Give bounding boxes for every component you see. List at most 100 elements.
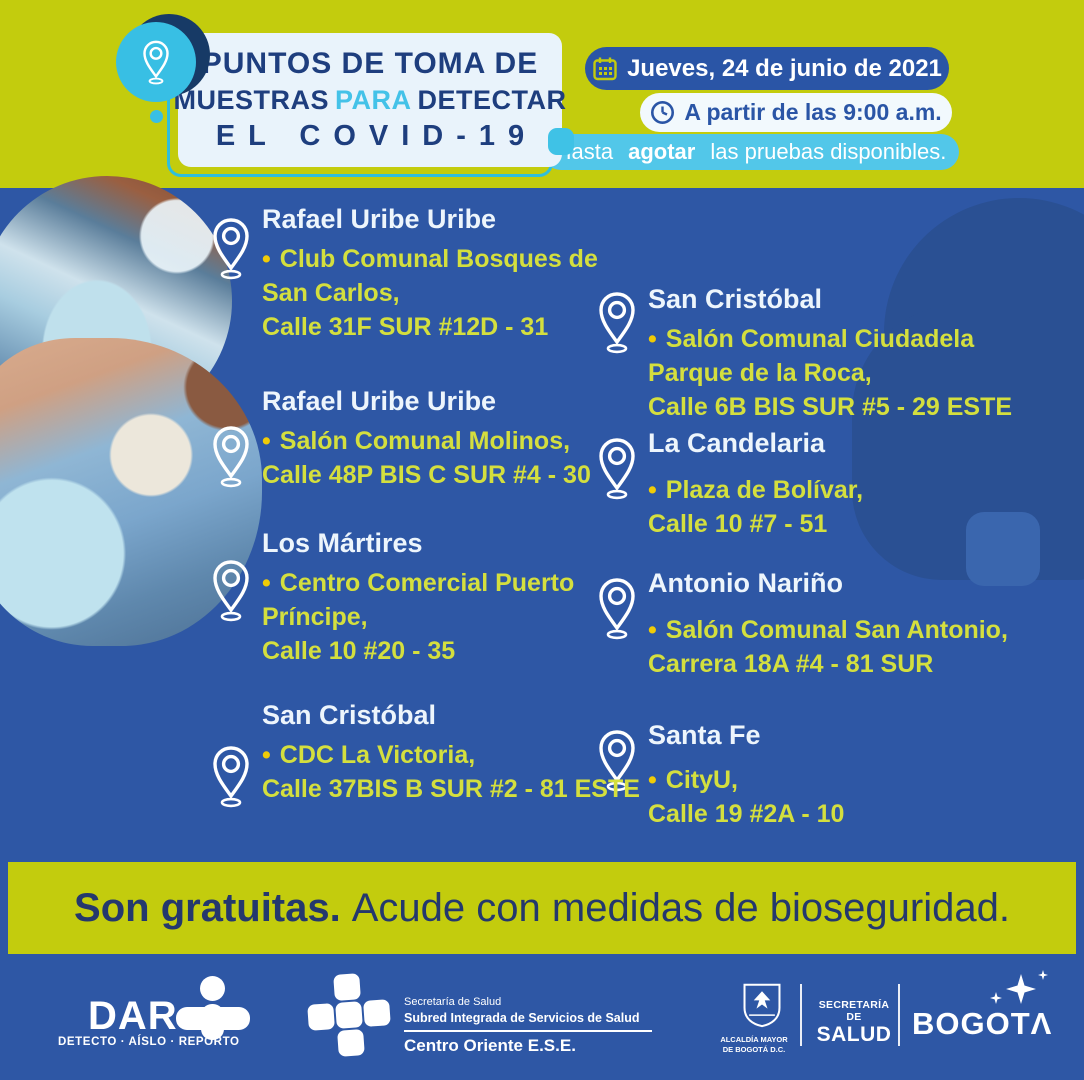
location-pin-icon — [116, 22, 196, 102]
time-badge: A partir de las 9:00 a.m. — [640, 93, 952, 132]
location-pin-icon — [208, 424, 254, 488]
secretaria-line1: SECRETARÍA DE — [818, 999, 890, 1023]
location-entry: San Cristóbal • Salón Comunal Ciudadela P… — [648, 284, 1012, 424]
bullet: • — [262, 427, 271, 455]
poster-title: PUNTOS DE TOMA DE MUESTRAS PARA DETECTAR E… — [173, 33, 566, 167]
background-blob — [966, 512, 1040, 586]
venue-line-2: San Carlos, — [262, 279, 400, 307]
location-entry: La Candelaria • Plaza de Bolívar, Calle 1… — [648, 428, 863, 541]
cross-square — [337, 1029, 365, 1057]
locality-name: San Cristóbal — [648, 284, 823, 314]
location-pin-icon — [208, 216, 254, 280]
venue-line: • Club Comunal Bosques de — [262, 242, 598, 276]
dar-icon-head — [200, 976, 225, 1001]
venue-line: • CDC La Victoria, — [262, 738, 640, 772]
location-entry: Rafael Uribe Uribe • Club Comunal Bosques… — [262, 204, 598, 344]
title-line-2: MUESTRAS PARA DETECTAR — [173, 83, 566, 118]
location-pin-icon — [594, 436, 640, 500]
address-line: Calle 10 #7 - 51 — [648, 510, 828, 538]
footer-divider — [800, 984, 802, 1046]
clock-icon — [651, 101, 675, 124]
cross-square — [333, 973, 361, 1001]
location-pin-icon — [208, 558, 254, 622]
date-badge: Jueves, 24 de junio de 2021 — [585, 47, 949, 90]
venue-line: • CityU, — [648, 763, 844, 797]
location-entry: Antonio Nariño • Salón Comunal San Antoni… — [648, 568, 1008, 681]
address-line: Carrera 18A #4 - 81 SUR — [648, 650, 934, 678]
bullet: • — [262, 245, 271, 273]
location-pin-icon — [594, 576, 640, 640]
cross-square — [335, 1001, 363, 1029]
locality-name: Antonio Nariño — [648, 568, 843, 598]
subred-line1: Secretaría de Salud — [404, 996, 502, 1008]
dar-wordmark: DAR — [88, 994, 178, 1038]
location-entry: Rafael Uribe Uribe • Salón Comunal Molino… — [262, 386, 591, 492]
location-pin-icon — [208, 744, 254, 808]
bogota-logo: BOGOTΛ — [912, 1000, 1072, 1060]
alcaldia-label-line1: ALCALDÍA MAYOR — [720, 1035, 788, 1044]
dar-icon-hbar — [176, 1007, 250, 1030]
dar-logo: DAR DETECTO · AÍSLO · REPORTO — [58, 976, 273, 1060]
locality-name: Rafael Uribe Uribe — [262, 204, 497, 234]
availability-bold: agotar — [628, 139, 696, 164]
free-tests-banner: Son gratuitas. Acude con medidas de bios… — [8, 862, 1076, 954]
bullet: • — [648, 476, 657, 504]
bullet: • — [648, 616, 657, 644]
header-pin-badge — [116, 14, 216, 130]
subred-logo: Secretaría de Salud Subred Integrada de … — [305, 971, 652, 1062]
dar-cross-icon — [170, 976, 256, 1040]
venue-text: Salón Comunal Molinos, — [279, 427, 571, 455]
location-entry: San Cristóbal • CDC La Victoria, Calle 37… — [262, 700, 640, 806]
venue-text: Centro Comercial Puerto — [279, 569, 575, 597]
photo-nasal-swab-test — [0, 338, 262, 646]
venue-line: • Plaza de Bolívar, — [648, 473, 863, 507]
location-pin-icon — [594, 290, 640, 354]
sparkle-star-icon — [1006, 974, 1036, 1004]
cross-square — [363, 999, 391, 1027]
date-text: Jueves, 24 de junio de 2021 — [627, 54, 942, 82]
address-line: Calle 19 #2A - 10 — [648, 800, 845, 828]
locality-name: Rafael Uribe Uribe — [262, 386, 497, 416]
venue-line: • Centro Comercial Puerto — [262, 566, 574, 600]
title-line-2-pre: MUESTRAS — [173, 85, 329, 116]
cross-square — [307, 1003, 335, 1031]
secretaria-salud-logo: SECRETARÍA DE SALUD — [814, 999, 894, 1047]
subred-line3: Centro Oriente E.S.E. — [404, 1036, 576, 1055]
bullet: • — [648, 325, 657, 353]
title-accent-blob — [548, 128, 574, 155]
sparkle-star-icon — [990, 992, 1002, 1004]
address-line: Calle 6B BIS SUR #5 - 29 ESTE — [648, 393, 1013, 421]
bogota-crest-icon — [743, 983, 781, 1028]
locality-name: Los Mártires — [262, 528, 423, 558]
secretaria-line2: SALUD — [816, 1023, 892, 1046]
venue-text: CityU, — [665, 766, 738, 794]
subred-text: Secretaría de Salud Subred Integrada de … — [404, 996, 652, 1056]
location-entry: Santa Fe • CityU, Calle 19 #2A - 10 — [648, 720, 844, 831]
sparkle-star-icon — [1038, 970, 1048, 980]
venue-line: • Salón Comunal Ciudadela — [648, 322, 1012, 356]
bogota-wordmark-main: BOGOT — [912, 1006, 1031, 1041]
title-line-3: EL COVID-19 — [215, 119, 538, 152]
bogota-wordmark: BOGOTΛ — [912, 1006, 1052, 1042]
address-line: Calle 48P BIS C SUR #4 - 30 — [262, 461, 591, 489]
location-entry: Los Mártires • Centro Comercial Puerto Pr… — [262, 528, 574, 668]
address-line: Calle 37BIS B SUR #2 - 81 ESTE — [262, 775, 640, 803]
venue-line-2: Príncipe, — [262, 603, 368, 631]
badge-dot — [150, 110, 163, 123]
venue-text: Salón Comunal Ciudadela — [665, 325, 975, 353]
title-line-2-post: DETECTAR — [417, 85, 567, 116]
availability-banner: Hasta agotar las pruebas disponibles. — [543, 134, 959, 170]
venue-text: Salón Comunal San Antonio, — [665, 616, 1008, 644]
bullet: • — [262, 741, 271, 769]
venue-line-2: Parque de la Roca, — [648, 359, 872, 387]
venue-line: • Salón Comunal Molinos, — [262, 424, 591, 458]
title-line-2-highlight: PARA — [335, 85, 412, 116]
bullet: • — [648, 766, 657, 794]
alcaldia-label-line2: DE BOGOTÁ D.C. — [722, 1044, 786, 1054]
address-line: Calle 10 #20 - 35 — [262, 637, 456, 665]
bullet: • — [262, 569, 271, 597]
banner-bold-text: Son gratuitas. — [74, 885, 341, 930]
health-cross-icon — [305, 971, 393, 1059]
locality-name: San Cristóbal — [262, 700, 437, 730]
